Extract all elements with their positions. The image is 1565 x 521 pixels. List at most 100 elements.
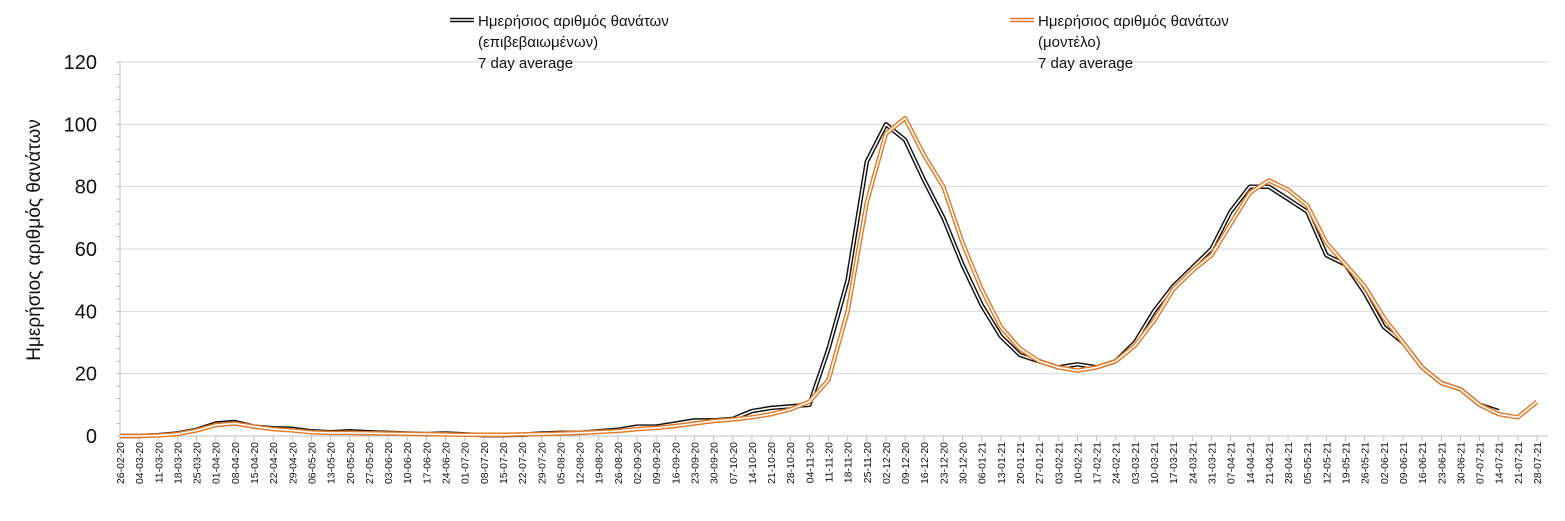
x-tick-label: 22-07-20 [517, 442, 529, 484]
x-tick-label: 15-04-20 [249, 442, 261, 484]
x-tick-label: 17-02-21 [1092, 442, 1104, 484]
series-line-inner [120, 123, 1499, 437]
x-tick-label: 17-06-20 [421, 442, 433, 484]
x-tick-label: 20-01-21 [1015, 442, 1027, 484]
x-tick-label: 21-07-21 [1513, 442, 1525, 484]
x-tick-label: 10-06-20 [402, 442, 414, 484]
x-tick-label: 16-12-20 [919, 442, 931, 484]
x-tick-label: 15-07-20 [498, 442, 510, 484]
legend-label: (επιβεβαιωμένων) [478, 34, 598, 51]
series-line-inner [120, 117, 1538, 437]
x-tick-label: 22-04-20 [268, 442, 280, 484]
x-tick-label: 06-05-20 [306, 442, 318, 484]
x-tick-label: 21-04-21 [1264, 442, 1276, 484]
x-tick-label: 06-01-21 [977, 442, 989, 484]
legend: Ημερήσιος αριθμός θανάτων (επιβεβαιωμένων… [450, 13, 1229, 72]
x-tick-label: 17-03-21 [1168, 442, 1180, 484]
x-tick-label: 08-07-20 [479, 442, 491, 484]
x-tick-label: 04-11-20 [804, 442, 816, 483]
y-tick-label: 40 [75, 301, 97, 323]
x-tick-label: 23-06-21 [1436, 442, 1448, 484]
x-tick-label: 28-10-20 [785, 442, 797, 484]
x-tick-label: 30-09-20 [709, 442, 721, 484]
series-line-outer [120, 122, 1500, 439]
x-tick-label: 19-05-21 [1341, 442, 1353, 484]
series-confirmed [120, 122, 1500, 439]
x-tick-label: 20-05-20 [345, 442, 357, 484]
x-tick-label: 31-03-21 [1206, 442, 1218, 484]
legend-label: Ημερήσιος αριθμός θανάτων [1038, 13, 1229, 30]
x-tick-label: 01-04-20 [211, 442, 223, 484]
x-tick-label: 13-05-20 [326, 442, 338, 484]
x-tick-label: 16-06-21 [1417, 442, 1429, 484]
x-tick-label: 12-08-20 [575, 442, 587, 484]
x-tick-label: 16-09-20 [670, 442, 682, 484]
x-tick-label: 14-04-21 [1245, 442, 1257, 484]
x-tick-label: 03-03-21 [1130, 442, 1142, 484]
x-tick-label: 26-02-20 [115, 442, 127, 484]
series-lines [120, 115, 1539, 439]
y-tick-label: 80 [75, 177, 97, 199]
x-tick-label: 29-07-20 [536, 442, 548, 484]
x-tick-label: 01-07-20 [460, 442, 472, 484]
x-tick-label: 08-04-20 [230, 442, 242, 484]
x-tick-label: 11-03-20 [153, 442, 165, 483]
x-tick-label: 29-04-20 [287, 442, 299, 484]
x-tick-label: 18-03-20 [172, 442, 184, 484]
x-tick-label: 05-08-20 [555, 442, 567, 484]
x-tick-label: 07-10-20 [728, 442, 740, 484]
series-model [120, 115, 1539, 439]
x-tick-label: 24-02-21 [1111, 442, 1123, 484]
legend-label: 7 day average [478, 55, 573, 72]
x-tick-label: 05-05-21 [1302, 442, 1314, 484]
x-tick-label: 07-04-21 [1226, 442, 1238, 484]
x-tick-label: 24-06-20 [441, 442, 453, 484]
x-tick-label: 12-05-21 [1321, 442, 1333, 484]
x-tick-label: 25-03-20 [192, 442, 204, 484]
x-tick-label: 02-12-20 [881, 442, 893, 484]
legend-label: Ημερήσιος αριθμός θανάτων [478, 13, 669, 30]
x-tick-label: 30-06-21 [1455, 442, 1467, 484]
x-tick-label: 14-10-20 [747, 442, 759, 484]
x-axis: 26-02-20 04-03-20 11-03-20 18-03-20 25-03-20… [115, 435, 1548, 484]
x-tick-label: 10-02-21 [1072, 442, 1084, 484]
x-tick-label: 11-11-20 [824, 442, 836, 483]
legend-label: (μοντέλο) [1038, 34, 1101, 51]
x-tick-label: 26-05-21 [1360, 442, 1372, 484]
gridlines [120, 61, 1548, 375]
x-tick-label: 19-08-20 [594, 442, 606, 484]
x-tick-label: 26-08-20 [613, 442, 625, 484]
x-tick-label: 28-07-21 [1532, 442, 1544, 484]
y-tick-label: 100 [64, 114, 97, 136]
x-tick-label: 30-12-20 [958, 442, 970, 484]
x-tick-label: 03-06-20 [383, 442, 395, 484]
x-tick-label: 04-03-20 [134, 442, 146, 484]
legend-label: 7 day average [1038, 55, 1133, 72]
x-tick-label: 09-12-20 [900, 442, 912, 484]
y-tick-label: 0 [86, 426, 97, 448]
x-tick-label: 14-07-21 [1494, 442, 1506, 484]
x-tick-label: 03-02-21 [1053, 442, 1065, 484]
x-tick-label: 10-03-21 [1149, 442, 1161, 484]
x-tick-label: 21-10-20 [766, 442, 778, 484]
y-tick-label: 60 [75, 239, 97, 261]
x-tick-label: 23-12-20 [938, 442, 950, 484]
x-tick-label: 18-11-20 [843, 442, 855, 483]
x-tick-label: 27-05-20 [364, 442, 376, 484]
y-tick-label: 120 [64, 52, 97, 74]
x-tick-label: 24-03-21 [1187, 442, 1199, 484]
x-tick-label: 02-06-21 [1379, 442, 1391, 484]
x-tick-label: 25-11-20 [862, 442, 874, 483]
x-tick-label: 23-09-20 [689, 442, 701, 484]
x-tick-label: 13-01-21 [996, 442, 1008, 484]
x-tick-label: 09-09-20 [651, 442, 663, 484]
x-tick-label: 28-04-21 [1283, 442, 1295, 484]
y-axis-label: Ημερήσιος αριθμός θανάτων [24, 119, 45, 361]
x-tick-label: 07-07-21 [1475, 442, 1487, 484]
x-tick-label: 09-06-21 [1398, 442, 1410, 484]
y-tick-label: 20 [75, 364, 97, 386]
series-line-outer [120, 115, 1539, 439]
y-axis: 0 20 40 60 80 100 120 [64, 52, 121, 448]
x-tick-label: 27-01-21 [1034, 442, 1046, 484]
